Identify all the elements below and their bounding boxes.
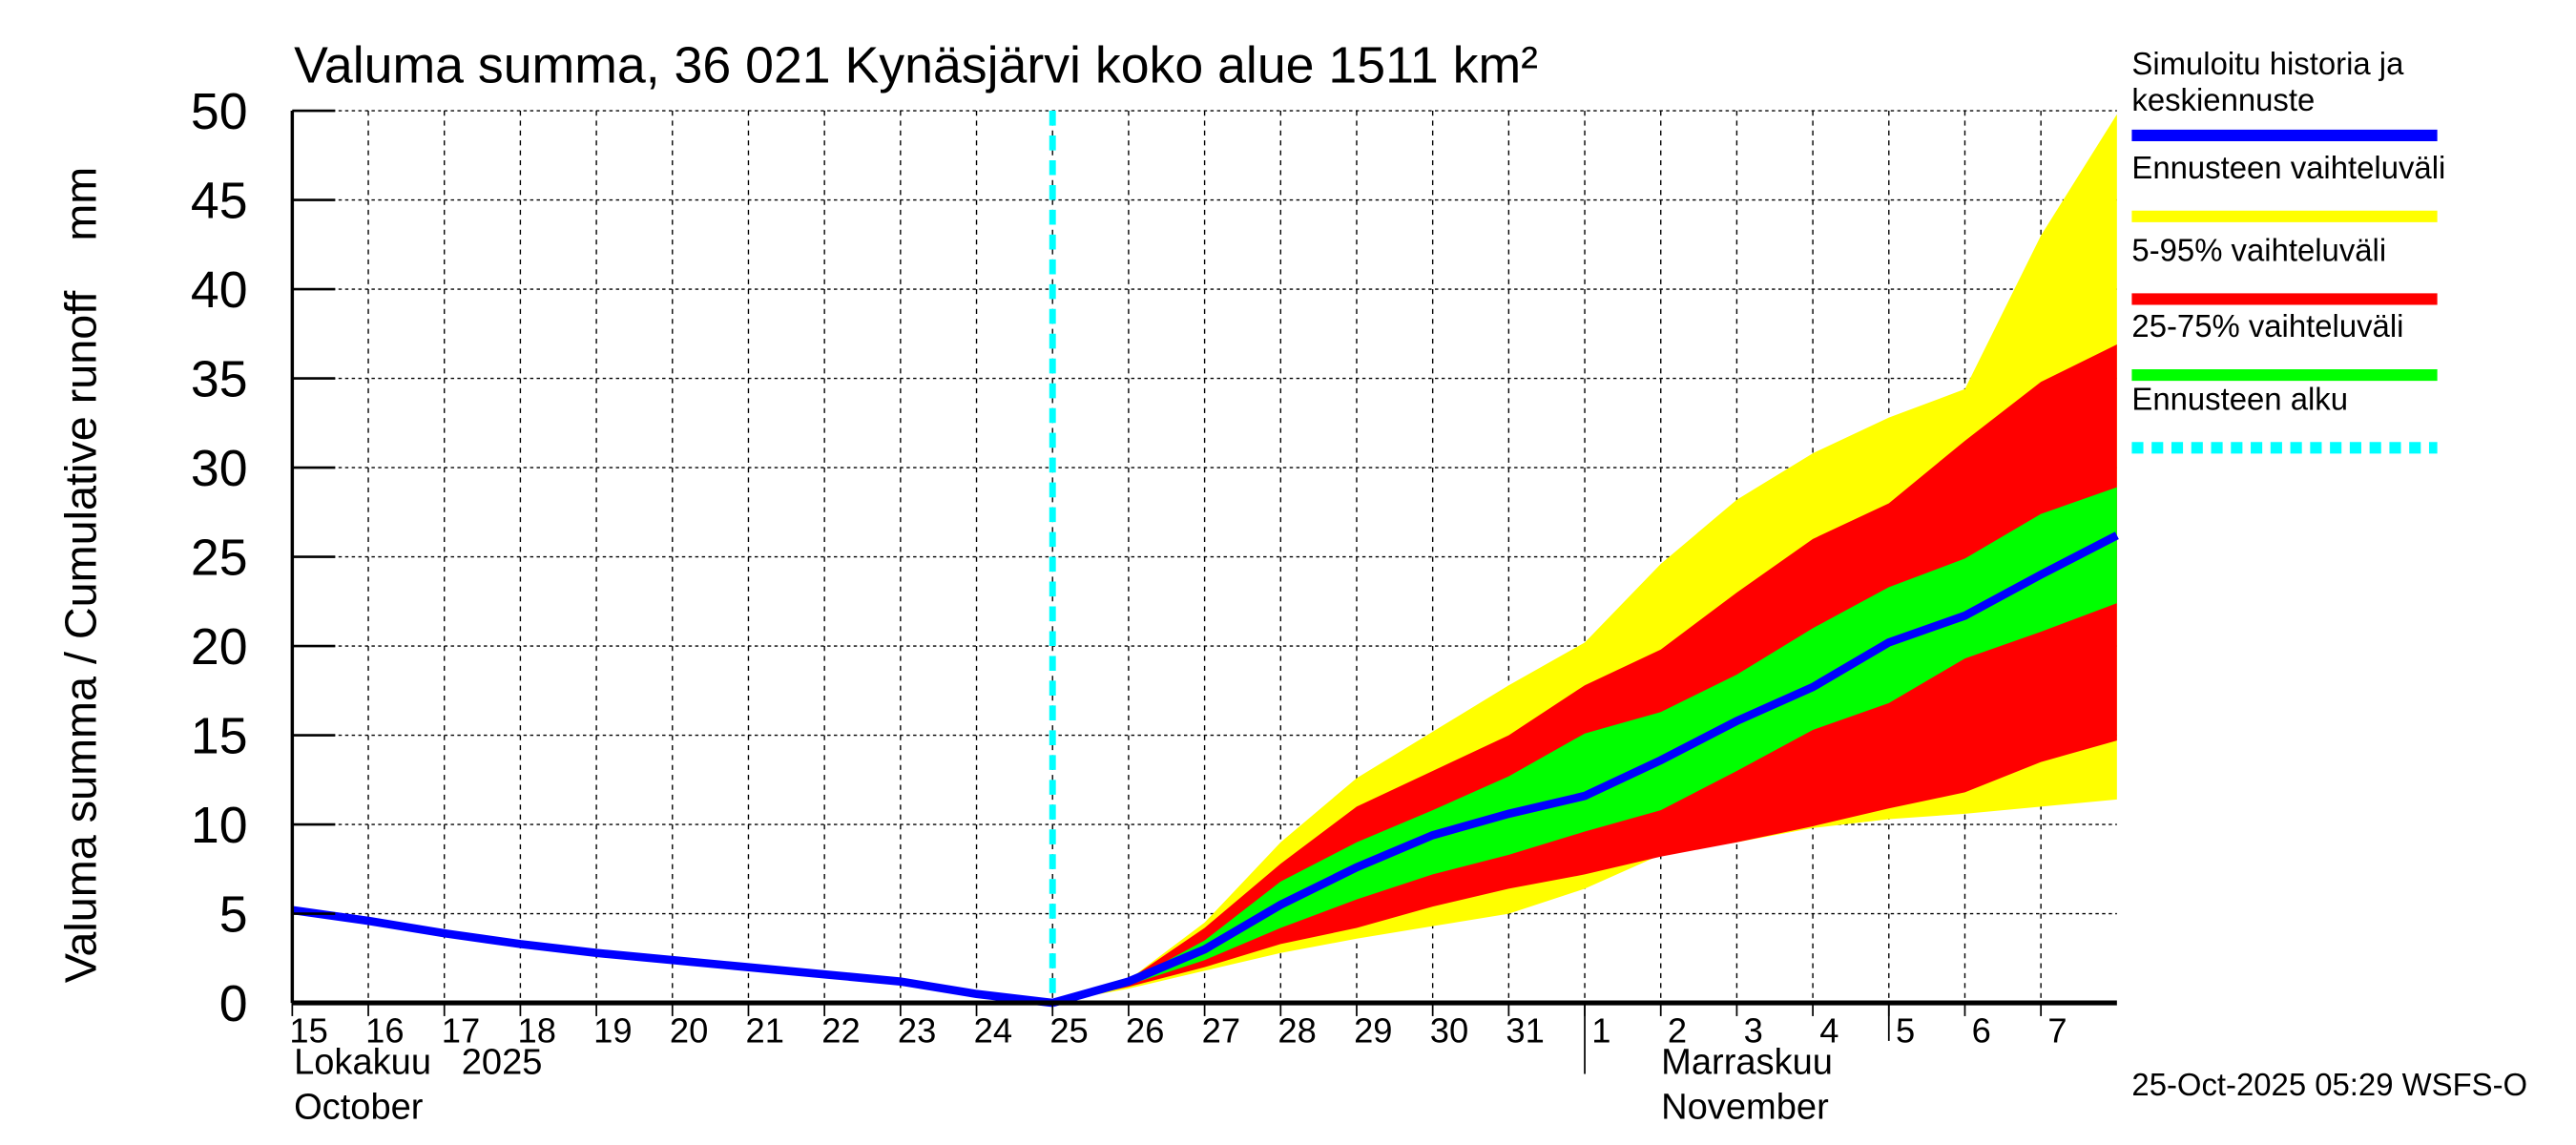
legend-label: keskiennuste [2131,82,2315,117]
band-25-75 [1052,487,2117,1004]
legend-label: Ennusteen alku [2131,381,2348,416]
y-tick-label: 10 [191,797,248,854]
x-tick-label: 19 [593,1011,632,1051]
x-tick-label: 29 [1354,1011,1392,1051]
x-tick-label: 6 [1972,1011,1991,1051]
legend-label: Simuloitu historia ja [2131,46,2404,81]
x-tick-label: 24 [974,1011,1012,1051]
x-tick-label: 1 [1591,1011,1610,1051]
x-tick-label: 28 [1278,1011,1316,1051]
x-tick-label: 26 [1126,1011,1164,1051]
month-label-november-fi: Marraskuu [1661,1043,1833,1083]
x-tick-label: 5 [1896,1011,1915,1051]
x-tick-label: 18 [518,1011,556,1051]
band-5-95 [1052,344,2117,1004]
chart-title: Valuma summa, 36 021 Kynäsjärvi koko alu… [294,37,1538,94]
y-tick-label: 15 [191,708,248,765]
y-tick-label: 50 [191,83,248,140]
history-line [291,906,1053,1008]
y-tick-label: 20 [191,618,248,676]
x-tick-label: 3 [1744,1011,1763,1051]
legend-label: Ennusteen vaihteluväli [2131,150,2445,185]
x-tick-label: 22 [821,1011,860,1051]
y-axis-label: Valuma summa / Cumulative runoff mm [55,167,105,984]
y-tick-label: 25 [191,530,248,587]
y-tick-label: 45 [191,173,248,230]
legend-label: 25-75% vaihteluväli [2131,308,2403,344]
x-tick-label: 25 [1049,1011,1088,1051]
x-tick-label: 15 [289,1011,327,1051]
footer-timestamp: 25-Oct-2025 05:29 WSFS-O [2131,1067,2527,1102]
x-tick-label: 23 [898,1011,936,1051]
x-tick-label: 16 [365,1011,404,1051]
y-tick-label: 35 [191,351,248,408]
month-label-october-fi: Lokakuu 2025 [294,1043,542,1083]
month-label-october-en: October [294,1087,424,1127]
median-forecast-line [1051,531,2119,1008]
x-tick-label: 27 [1202,1011,1240,1051]
y-tick-label: 0 [219,975,248,1032]
x-tick-label: 20 [670,1011,708,1051]
x-tick-label: 30 [1430,1011,1468,1051]
x-tick-label: 17 [442,1011,480,1051]
legend-label: 5-95% vaihteluväli [2131,233,2386,268]
y-tick-label: 5 [219,886,248,944]
y-tick-label: 30 [191,440,248,497]
x-tick-label: 31 [1506,1011,1544,1051]
x-tick-label: 7 [2047,1011,2067,1051]
x-tick-label: 21 [746,1011,784,1051]
x-tick-label: 2 [1668,1011,1687,1051]
y-tick-label: 40 [191,261,248,319]
month-label-november-en: November [1661,1087,1829,1127]
x-tick-label: 4 [1819,1011,1839,1051]
